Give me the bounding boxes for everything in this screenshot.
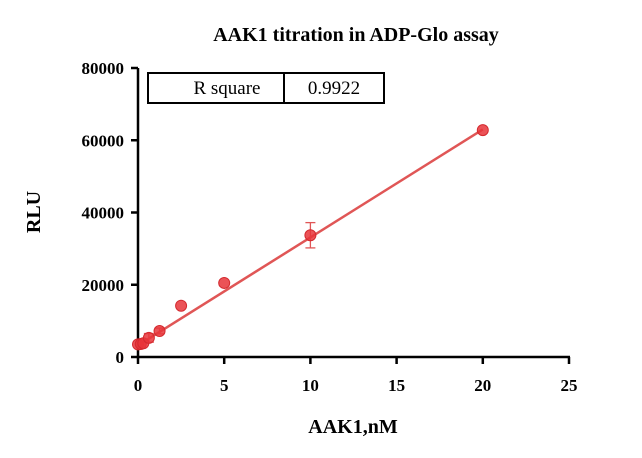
r-square-value: 0.9922 — [308, 78, 360, 99]
data-point — [175, 299, 188, 312]
x-tick-label: 25 — [561, 376, 578, 395]
y-tick-label: 0 — [116, 348, 125, 367]
x-tick-label: 15 — [388, 376, 405, 395]
x-axis-label: AAK1,nM — [308, 416, 398, 438]
axes — [136, 68, 570, 359]
x-tick-label: 10 — [302, 376, 319, 395]
x-ticks: 0 5 10 15 20 25 — [134, 357, 578, 395]
y-tick-label: 80000 — [82, 59, 125, 78]
y-ticks: 0 20000 40000 60000 80000 — [82, 59, 138, 367]
r-square-box-border — [147, 72, 385, 104]
data-point — [142, 331, 155, 344]
data-point — [153, 324, 166, 337]
data-points — [132, 124, 489, 351]
y-tick-label: 60000 — [82, 131, 125, 150]
data-point — [304, 229, 317, 242]
x-tick-label: 20 — [474, 376, 491, 395]
data-point — [476, 124, 489, 137]
y-tick-label: 40000 — [82, 204, 125, 223]
x-tick-label: 0 — [134, 376, 143, 395]
r-square-table: R square 0.9922 — [147, 72, 385, 104]
y-tick-label: 20000 — [82, 276, 125, 295]
data-point — [218, 276, 231, 289]
x-tick-label: 5 — [220, 376, 229, 395]
y-axis-label: RLU — [23, 191, 45, 233]
chart-title: AAK1 titration in ADP-Glo assay — [213, 24, 499, 46]
r-square-label: R square — [193, 78, 260, 99]
